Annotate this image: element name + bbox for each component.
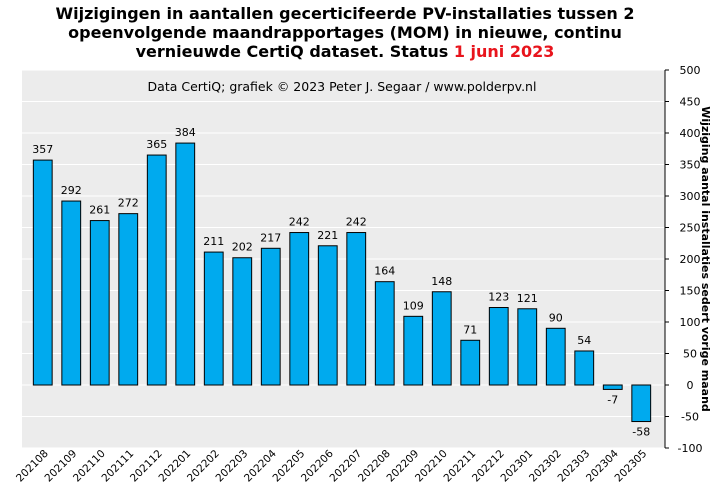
bar-value-label: -58 [632, 426, 650, 439]
bar-202109 [61, 200, 82, 386]
y-tick-label: 450 [680, 96, 701, 109]
y-axis-label: Wijziging aantal installaties sedert vor… [699, 106, 712, 412]
bars [32, 142, 652, 423]
bar-202201 [175, 142, 196, 386]
bar-value-label: 148 [431, 275, 452, 288]
bar-202111 [118, 213, 139, 386]
bar-202304 [602, 384, 623, 390]
y-tick-label: 100 [680, 316, 701, 329]
bar-value-label: 202 [232, 241, 253, 254]
bar-value-label: 261 [89, 204, 110, 217]
x-axis-labels: 2021082021092021102021112021122022012022… [14, 447, 649, 484]
y-axis-ticks: -100 -50 0 50 100 150 200 250 300 350 400 450 500 [665, 64, 702, 455]
y-tick-label: 300 [680, 190, 701, 203]
bar-value-label: 164 [374, 265, 395, 278]
y-tick-label: 50 [683, 348, 697, 361]
bar-value-label: 272 [118, 197, 139, 210]
chart-title-line-3-text: vernieuwde CertiQ dataset. Status [136, 42, 454, 61]
bar-value-label: 54 [577, 334, 591, 347]
bar-202212 [488, 307, 509, 386]
chart-title-date: 1 juni 2023 [454, 42, 555, 61]
chart-credit: Data CertiQ; grafiek © 2023 Peter J. Seg… [148, 79, 537, 94]
bar-202301 [517, 308, 538, 386]
bar-202302 [545, 327, 566, 386]
bar-202206 [317, 245, 338, 386]
bar-202211 [460, 339, 481, 386]
bar-202210 [431, 291, 452, 386]
bar-value-label: 123 [488, 291, 509, 304]
y-tick-label: 250 [680, 222, 701, 235]
bar-202204 [260, 247, 281, 386]
bar-value-label: 71 [463, 323, 477, 336]
y-tick-label: 200 [680, 253, 701, 266]
bar-value-label: 109 [403, 299, 424, 312]
bar-202208 [374, 281, 395, 386]
bar-labels: 357 292 261 272 365 384 211 202 217 242 221 242 164 1… [32, 126, 650, 438]
bar-202209 [403, 315, 424, 386]
bar-value-label: 242 [346, 216, 367, 229]
y-tick-label: -50 [681, 411, 699, 424]
bar-202108 [32, 159, 53, 386]
chart-title-line-3: vernieuwde CertiQ dataset. Status 1 juni… [136, 42, 555, 61]
bar-202303 [574, 350, 595, 386]
bar-202205 [289, 232, 310, 386]
bar-value-label: 211 [203, 235, 224, 248]
chart-title-line-1: Wijzigingen in aantallen gecerticifeerde… [55, 4, 634, 23]
bar-value-label: 357 [32, 143, 53, 156]
bar-value-label: 292 [61, 184, 82, 197]
y-tick-label: -100 [678, 442, 703, 455]
bar-value-label: 365 [146, 138, 167, 151]
bar-value-label: 90 [549, 311, 563, 324]
y-tick-label: 0 [687, 379, 694, 392]
bar-202207 [346, 232, 367, 386]
y-tick-label: 350 [680, 159, 701, 172]
bar-202112 [146, 154, 167, 386]
chart-title-line-2: opeenvolgende maandrapportages (MOM) in … [68, 23, 622, 42]
bar-202305 [631, 384, 652, 423]
bar-value-label: 242 [289, 216, 310, 229]
y-tick-label: 500 [680, 64, 701, 77]
bar-202202 [203, 251, 224, 386]
bar-value-label: 217 [260, 231, 281, 244]
bar-202203 [232, 257, 253, 386]
x-tick-label: 202305 [613, 448, 650, 485]
bar-202110 [89, 220, 110, 386]
bar-value-label: 221 [317, 229, 338, 242]
bar-value-label: 384 [175, 126, 196, 139]
bar-value-label: 121 [517, 292, 538, 305]
y-tick-label: 150 [680, 285, 701, 298]
bar-value-label: -7 [607, 393, 618, 406]
y-tick-label: 400 [680, 127, 701, 140]
